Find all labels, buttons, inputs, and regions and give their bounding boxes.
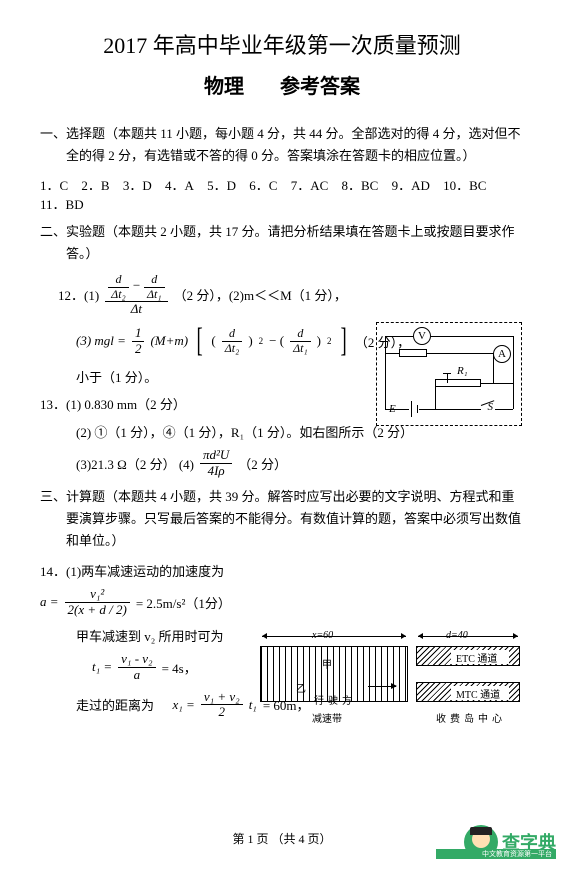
- q14-diagram: x=60 d=40 ETC 通道 MTC 通道 甲 乙 行驶方 减速带 收费岛中…: [260, 632, 524, 724]
- q14-part1: 14．(1)两车减速运动的加速度为: [40, 560, 524, 583]
- ans-11: 11．BD: [40, 197, 84, 212]
- circuit-diagram: V A R₁ E S: [376, 322, 522, 426]
- watermark: 查字典 中文教育资源第一平台 www.chazidian.com: [464, 825, 556, 859]
- dim-d40: [418, 636, 518, 637]
- frac-outer: d Δt₂ − d Δt₁ Δt: [105, 273, 167, 316]
- etc-label: ETC 通道: [456, 650, 497, 665]
- voltmeter-icon: V: [413, 327, 431, 345]
- ans-9: 9．AD: [392, 178, 430, 193]
- mtc-label: MTC 通道: [456, 686, 500, 701]
- decel-label: 减速带: [312, 710, 342, 725]
- ans-6: 6．C: [249, 178, 277, 193]
- answer-key-label: 参考答案: [280, 76, 360, 98]
- exam-title: 2017 年高中毕业年级第一次质量预测: [40, 28, 524, 60]
- q14-line3: 走过的距离为: [76, 695, 154, 714]
- section-3-head: 三、计算题（本题共 4 小题，共 39 分。解答时应写出必要的文字说明、方程式和…: [40, 486, 524, 552]
- q12-part1-formula: 12．(1) d Δt₂ − d Δt₁ Δt （2 分），(2)m＜＜M（1 …: [40, 273, 524, 316]
- ans-2: 2．B: [81, 178, 109, 193]
- q13-part3-4: (3)21.3 Ω（2 分） (4) πd²U 4Iρ （2 分）: [40, 448, 524, 478]
- dim-x60: [262, 636, 406, 637]
- r1-label: R₁: [457, 365, 468, 377]
- ans-8: 8．BC: [342, 178, 379, 193]
- ans-4: 4．A: [165, 178, 194, 193]
- section-1-head: 一、选择题（本题共 11 小题，每小题 4 分，共 44 分。全部选对的得 4 …: [40, 123, 524, 167]
- watermark-bar: 中文教育资源第一平台 www.chazidian.com: [436, 849, 556, 859]
- q13-3-prefix: (3)21.3 Ω（2 分） (4): [76, 454, 194, 473]
- battery-long: [411, 401, 412, 417]
- d40-label: d=40: [446, 630, 468, 641]
- subject: 物理: [204, 76, 244, 98]
- resistor-fixed: [399, 349, 427, 357]
- q12-1-tail: （2 分），(2)m＜＜M（1 分），: [174, 285, 347, 304]
- center-label: 收费岛中心: [436, 710, 506, 725]
- exam-subtitle: 物理 参考答案: [40, 70, 524, 99]
- q13-3-tail: （2 分）: [238, 454, 287, 473]
- ans-10: 10．BC: [443, 178, 486, 193]
- car-b-label: 乙: [296, 680, 306, 695]
- arrow-icon: [368, 686, 396, 687]
- q12-3-prefix: (3) mgl =: [76, 333, 126, 349]
- resistor-variable: [435, 379, 481, 387]
- section-2-head: 二、实验题（本题共 2 小题，共 17 分。请把分析结果填在答题卡上或按题目要求…: [40, 221, 524, 265]
- battery-short: [417, 405, 418, 413]
- q14-t1-tail: = 4s，: [162, 658, 197, 677]
- ans-3: 3．D: [123, 178, 152, 193]
- ammeter-icon: A: [493, 345, 511, 363]
- q14-a-formula: a = v₁² 2(x + d / 2) = 2.5m/s²（1分）: [40, 587, 524, 617]
- mc-answers: 1．C 2．B 3．D 4．A 5．D 6．C 7．AC 8．BC 9．AD 1…: [40, 175, 524, 213]
- car-a-label: 甲: [322, 656, 332, 671]
- ans-5: 5．D: [207, 178, 236, 193]
- x60-label: x=60: [312, 630, 333, 641]
- drive-dir-label: 行驶方: [314, 692, 356, 707]
- q14-a-tail: = 2.5m/s²（1分）: [136, 593, 231, 612]
- ans-7: 7．AC: [291, 178, 329, 193]
- ans-1: 1．C: [40, 178, 68, 193]
